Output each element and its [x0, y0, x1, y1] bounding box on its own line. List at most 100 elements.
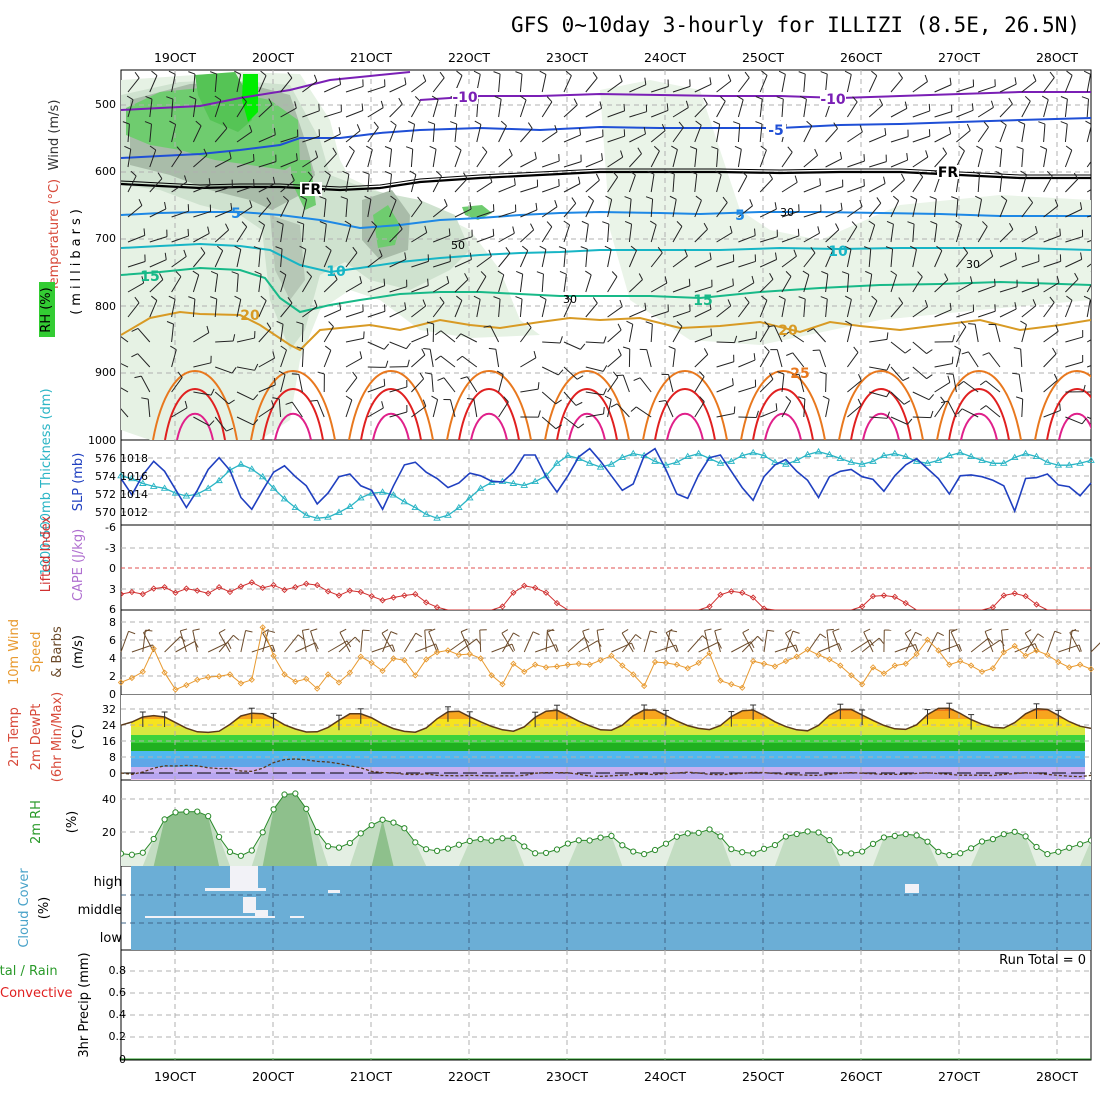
rh2m-point	[946, 852, 953, 859]
wind-barb	[1086, 284, 1091, 293]
wind-barb	[628, 224, 633, 243]
wind-barb-flag	[497, 270, 505, 276]
wind-barb	[389, 308, 407, 318]
li-point	[259, 584, 266, 592]
wind-barb-flag	[951, 356, 954, 364]
wind-barb-flag	[711, 146, 719, 150]
wind-barb-flag	[473, 295, 481, 300]
wind-point	[1044, 651, 1051, 659]
wind-barb-flag	[592, 72, 598, 79]
wind-tick: 0	[109, 688, 116, 701]
wind-barb	[607, 135, 625, 143]
wind-barb-flag	[422, 299, 427, 307]
wind-barb-flag	[278, 370, 286, 375]
wind-barb	[432, 124, 436, 143]
dewpt2m-series	[120, 758, 1092, 778]
wind-barb	[454, 300, 463, 318]
wind-barb	[410, 202, 423, 218]
wind-barb-flag	[535, 202, 538, 210]
wind-barb-flag	[886, 332, 889, 340]
wind-barb	[520, 357, 537, 368]
wind-barb	[495, 349, 500, 368]
wind-barb-flag	[903, 400, 911, 405]
wind-point	[194, 676, 201, 683]
wind-point	[924, 636, 931, 643]
wind-barb	[258, 224, 265, 243]
wind-barb-flag	[1053, 373, 1058, 381]
wind-barb-flag	[907, 221, 915, 225]
wind-barb-flag	[930, 220, 938, 225]
wind-barb-flag	[460, 376, 468, 380]
wind-barb	[759, 178, 773, 193]
wind-barb	[955, 150, 965, 168]
wind-barb	[429, 349, 434, 368]
wind-barb	[520, 229, 535, 243]
wind-barb	[193, 391, 212, 396]
wind-barb-flag	[827, 245, 834, 251]
wind-barb-flag	[983, 121, 989, 128]
wind-barb	[411, 285, 429, 293]
slp-tick: 1014	[120, 488, 148, 501]
thickness-point	[117, 471, 125, 479]
thickness-point	[978, 456, 986, 463]
thickness-point	[182, 492, 191, 499]
wind10m-barbs	[120, 628, 1100, 653]
wind-point	[139, 668, 146, 675]
wind-barb	[781, 299, 786, 318]
wind-point	[804, 646, 811, 653]
wind-barb-flag	[424, 225, 428, 233]
wind-point	[553, 663, 561, 670]
wind-barb-flag	[398, 97, 403, 105]
wind-barb	[912, 341, 927, 354]
thickness-point	[825, 450, 834, 458]
wind-barb-flag	[904, 101, 908, 109]
wind-barb	[716, 305, 732, 318]
wind-barb-flag	[480, 271, 487, 277]
wind-barb	[1021, 202, 1034, 218]
wind-barb	[149, 279, 164, 293]
wind-barb-flag	[1024, 629, 1032, 634]
wind-barb	[868, 300, 878, 318]
date-axis-top: 19OCT 20OCT 21OCT 22OCT 23OCT 24OCT 25OC…	[154, 50, 1078, 65]
wind-barb	[179, 630, 187, 653]
wind-barb	[1043, 282, 1060, 293]
label-li: Lifted Index	[39, 515, 54, 592]
thickness-point	[716, 459, 725, 466]
temp-band	[131, 727, 1085, 735]
wind-barb	[694, 200, 702, 218]
wind-barb-flag	[273, 127, 276, 135]
wind-barb	[999, 103, 1013, 118]
wind-barb	[956, 311, 974, 318]
thickness-point	[433, 514, 441, 521]
wind-barb	[694, 103, 708, 118]
wind-point	[651, 658, 659, 666]
wind-barb	[738, 416, 757, 419]
wind-barb-flag	[624, 220, 632, 225]
wind-barb	[192, 99, 197, 118]
wind-barb	[585, 179, 600, 193]
wind-barb	[738, 235, 756, 243]
wind-point	[215, 673, 223, 680]
wind-barb-flag	[671, 145, 678, 150]
wind-barb	[585, 249, 588, 268]
thickness-point	[465, 494, 474, 501]
wind-point	[771, 663, 779, 670]
wind-barb	[934, 309, 952, 318]
wind-barb	[236, 160, 255, 168]
rh2m-point	[172, 809, 179, 816]
wind-barb-flag	[141, 276, 145, 284]
wind-barb-flag	[407, 359, 410, 367]
wind-barb-flag	[422, 74, 427, 82]
wind-barb	[999, 308, 1017, 318]
wind-barb	[389, 174, 393, 193]
wind-barb-flag	[299, 245, 307, 250]
thickness-point	[291, 503, 300, 511]
wind-barb	[440, 355, 456, 368]
wind-barb	[236, 337, 255, 343]
wind-barb	[890, 108, 908, 118]
wind-barb-flag	[761, 295, 768, 301]
wind-barb	[963, 380, 979, 393]
wind-barb	[869, 391, 887, 398]
wind-barb-flag	[619, 299, 623, 307]
wind-barb-flag	[527, 122, 533, 129]
